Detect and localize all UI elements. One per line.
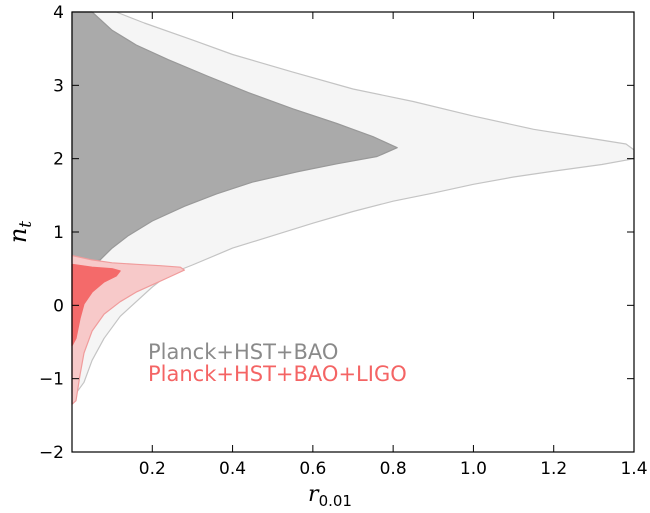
y-tick-label: 0 (53, 296, 64, 316)
x-tick-label: 1.2 (540, 459, 567, 479)
y-axis-title-main: n (4, 228, 32, 243)
x-tick-label: 1.0 (460, 459, 487, 479)
x-axis-title: r0.01 (308, 482, 352, 510)
y-tick-label: 2 (53, 150, 64, 170)
y-tick-label: 1 (53, 223, 64, 243)
x-tick-label: 0.4 (219, 459, 246, 479)
y-tick-label: −2 (39, 443, 64, 463)
legend-label-planck-hst-bao: Planck+HST+BAO (148, 340, 338, 364)
y-axis-title-subscript: t (16, 221, 36, 228)
y-tick-label: −1 (39, 370, 64, 390)
y-axis-title: nt (4, 221, 36, 243)
y-tick-label: 4 (53, 3, 64, 23)
y-tick-label: 3 (53, 76, 64, 96)
legend-label-planck-hst-bao-ligo: Planck+HST+BAO+LIGO (148, 362, 407, 386)
x-axis-title-subscript: 0.01 (319, 492, 352, 510)
x-tick-label: 0.2 (139, 459, 166, 479)
x-tick-label: 0.6 (299, 459, 326, 479)
x-tick-label: 0.8 (380, 459, 407, 479)
x-tick-label: 1.4 (620, 459, 647, 479)
